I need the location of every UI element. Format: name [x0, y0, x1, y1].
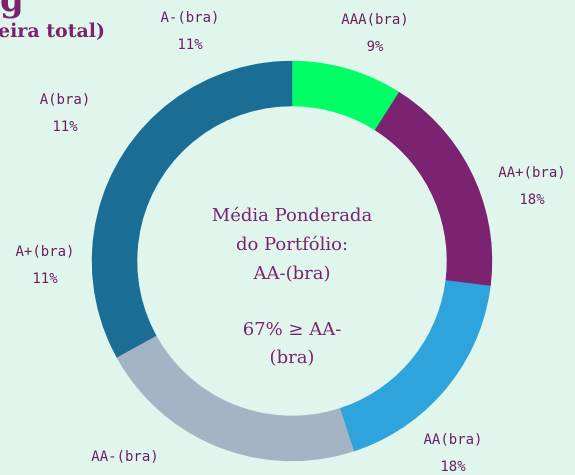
center-text: 67% ≥ AA-: [243, 319, 342, 340]
category-label: A-(bra): [160, 10, 219, 26]
value-label: 18%: [440, 459, 466, 475]
value-label: 18%: [519, 192, 545, 208]
center-text: do Portfólio:: [236, 234, 348, 255]
value-label: 9%: [367, 39, 384, 55]
category-label: A+(bra): [15, 244, 74, 260]
category-label: AA+(bra): [498, 165, 565, 181]
center-text: (bra): [270, 347, 315, 368]
value-label: 11%: [32, 271, 58, 287]
category-label: AA-(bra): [91, 449, 158, 465]
value-label: 11%: [177, 37, 203, 53]
category-label: AAA(bra): [341, 12, 408, 28]
chart-title: g: [0, 0, 24, 20]
donut-segment: [164, 60, 293, 142]
chart-subtitle: eira total): [0, 20, 105, 42]
value-label: 11%: [52, 119, 78, 135]
center-text: AA-(bra): [253, 263, 331, 284]
category-label: A(bra): [40, 92, 91, 108]
category-label: AA(bra): [423, 432, 482, 448]
center-text: Média Ponderada: [212, 205, 373, 226]
